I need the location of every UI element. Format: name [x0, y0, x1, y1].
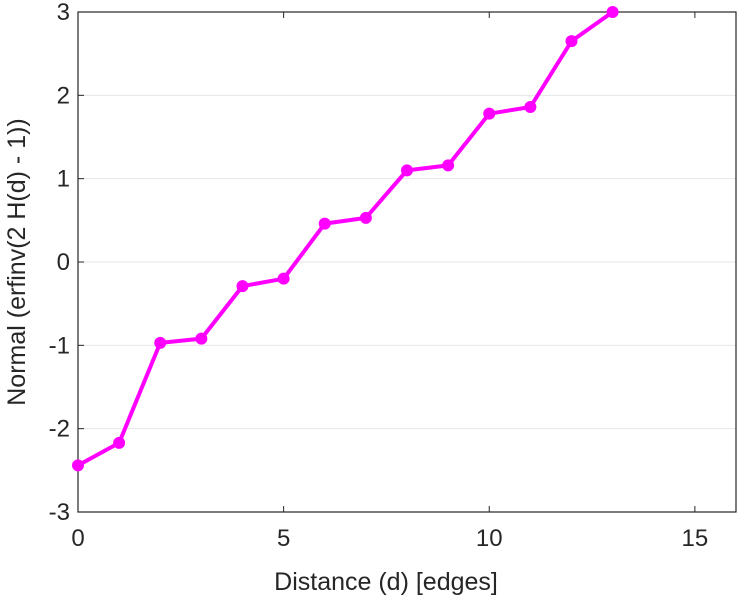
- data-point: [236, 280, 249, 293]
- y-tick-label: -2: [49, 416, 70, 443]
- data-point: [359, 211, 372, 224]
- axes: [77, 11, 737, 513]
- y-tick-label: 0: [57, 249, 70, 276]
- y-tick-label: -3: [49, 499, 70, 526]
- data-point: [606, 6, 619, 18]
- series-line: [77, 10, 614, 468]
- y-tick-label: 3: [57, 0, 70, 26]
- plot-box: [77, 11, 737, 513]
- data-point: [524, 101, 537, 113]
- data-point: [154, 336, 167, 349]
- data-point: [401, 164, 413, 177]
- series: [72, 6, 619, 472]
- x-tick-label: 0: [71, 525, 84, 552]
- data-point: [483, 107, 496, 120]
- y-tick-label: 2: [57, 82, 70, 109]
- grid-lines: [78, 94, 736, 430]
- y-axis-label: Normal (erfinv(2 H(d) - 1)): [3, 118, 31, 406]
- x-tick-label: 5: [277, 525, 290, 552]
- data-point: [442, 159, 455, 172]
- data-point: [113, 436, 126, 449]
- data-point: [318, 217, 331, 230]
- x-tick-label: 15: [682, 525, 709, 552]
- data-point: [195, 332, 208, 345]
- data-point: [565, 35, 578, 48]
- x-axis-label: Distance (d) [edges]: [274, 568, 498, 596]
- data-point: [277, 272, 290, 285]
- data-point: [72, 459, 84, 472]
- y-tick-label: 1: [57, 166, 70, 193]
- tick-labels: -3 -2 -1 0 1 2 3 0 5 10 15: [49, 0, 709, 552]
- y-tick-label: -1: [49, 332, 70, 359]
- x-tick-label: 10: [476, 525, 503, 552]
